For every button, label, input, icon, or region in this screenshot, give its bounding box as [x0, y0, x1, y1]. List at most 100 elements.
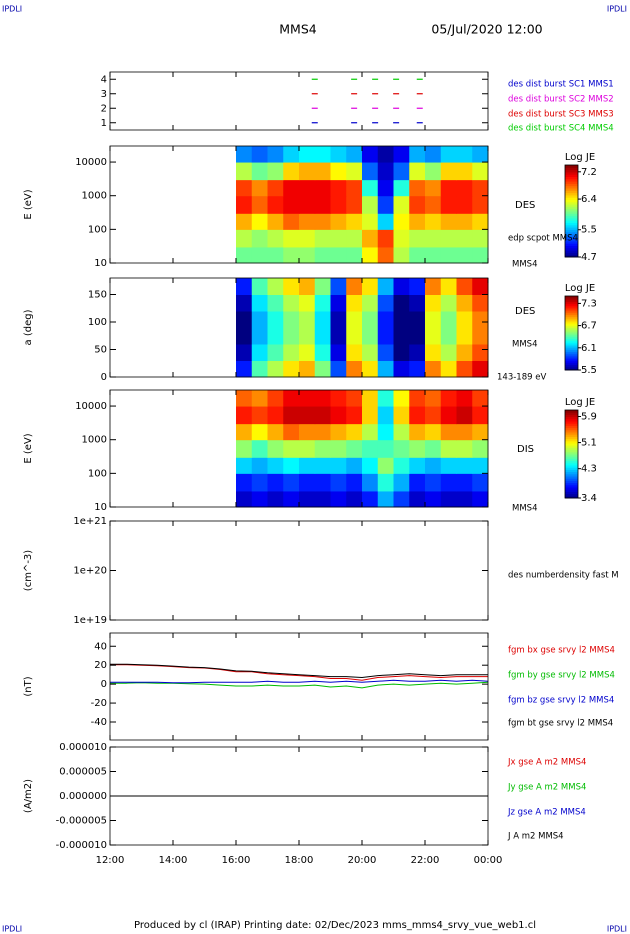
spectrogram-cell	[472, 327, 489, 345]
spectrogram-cell	[283, 406, 300, 425]
spectrogram-cell	[314, 294, 331, 312]
spectrogram-cell	[314, 390, 331, 407]
spectrogram-cell	[456, 311, 473, 328]
spectrogram-cell	[472, 213, 489, 230]
spectrogram-cell	[456, 439, 473, 458]
spectrogram-cell	[425, 311, 442, 328]
spectrogram-cell	[314, 457, 331, 474]
spectrogram-cell	[472, 162, 489, 181]
spectrogram-cell	[377, 311, 394, 328]
spectrogram-cell	[377, 390, 394, 407]
spectrogram-cell	[330, 457, 347, 474]
spectrogram-cell	[362, 229, 379, 248]
spectrogram-cell	[377, 439, 394, 458]
spectrogram-cell	[299, 294, 316, 312]
spectrogram-cell	[409, 278, 426, 295]
colorbar-step	[565, 357, 578, 360]
spectrogram-cell	[409, 327, 426, 345]
spectrogram-cell	[409, 246, 426, 264]
legend-entry: des dist burst SC1 MMS1	[508, 80, 614, 90]
spectrogram-cell	[409, 406, 426, 425]
y-tick-label: 1e+19	[73, 615, 107, 626]
colorbar-step	[565, 438, 578, 442]
spectrogram-cell	[456, 344, 473, 361]
spectrogram-cell	[362, 390, 379, 407]
spectrogram-cell	[251, 457, 268, 474]
colorbar-step	[565, 414, 578, 418]
colorbar-step	[565, 236, 578, 240]
spectrogram-cell	[267, 294, 284, 312]
spectrogram-cell	[409, 439, 426, 458]
spectrogram-cell	[377, 229, 394, 248]
spectrogram-cell	[440, 473, 457, 492]
spectrogram-cell	[299, 390, 316, 407]
spectrogram-cell	[425, 195, 442, 214]
spectrogram-cell	[472, 278, 489, 295]
annotation: DES	[515, 306, 535, 317]
spectrogram-cell	[409, 311, 426, 328]
spectrogram-cell	[456, 490, 473, 508]
spectrogram-cell	[425, 457, 442, 474]
colorbar-step	[565, 491, 578, 495]
spectrogram-cell	[314, 246, 331, 264]
colorbar-step	[565, 254, 578, 258]
colorbar-step	[565, 303, 578, 306]
spectrogram-cell	[440, 490, 457, 508]
spectrogram-cell	[456, 360, 473, 378]
colorbar-step	[565, 204, 578, 207]
spectrogram-cell	[267, 146, 284, 163]
spectrogram-cell	[283, 195, 300, 214]
spectrogram-cell	[393, 344, 410, 361]
spectrogram-cell	[377, 162, 394, 181]
colorbar-step	[565, 201, 578, 205]
spectrogram-cell	[440, 406, 457, 425]
colorbar-title: Log JE	[565, 283, 595, 294]
colorbar-step	[565, 427, 578, 431]
spectrogram-cell	[299, 423, 316, 441]
colorbar-tick-label: 6.4	[581, 194, 597, 205]
colorbar-step	[565, 333, 578, 336]
spectrogram-cell	[314, 311, 331, 328]
colorbar-step	[565, 449, 578, 453]
spectrogram-cell	[440, 162, 457, 181]
spectrogram-cell	[377, 278, 394, 295]
colorbar-step	[565, 351, 578, 354]
spectrogram-cell	[330, 294, 347, 312]
colorbar-title: Log JE	[565, 152, 595, 163]
spectrogram-cell	[267, 229, 284, 248]
spectrogram-cell	[236, 390, 253, 407]
x-tick-label: 20:00	[348, 855, 377, 866]
y-tick-label: 10	[94, 502, 107, 513]
spectrogram-cell	[425, 213, 442, 230]
spectrogram-cell	[393, 327, 410, 345]
y-tick-label: 10000	[75, 401, 107, 412]
legend-entry: Jz gse A m2 MMS4	[507, 808, 586, 818]
spectrogram-cell	[346, 229, 363, 248]
spectrogram-cell	[299, 360, 316, 378]
colorbar-step	[565, 185, 578, 189]
y-tick-label: 1e+21	[73, 516, 107, 527]
colorbar-step	[565, 368, 578, 371]
spectrogram-cell	[283, 439, 300, 458]
spectrogram-cell	[251, 360, 268, 378]
y-tick-label: 10	[94, 258, 107, 269]
spectrogram-cell	[456, 406, 473, 425]
spectrogram-cell	[314, 213, 331, 230]
colorbar-tick-label: 3.4	[581, 493, 597, 504]
spectrogram-cell	[267, 390, 284, 407]
spectrogram-cell	[456, 146, 473, 163]
spectrogram-cell	[330, 390, 347, 407]
spectrogram-cell	[314, 229, 331, 248]
spectrogram-cell	[472, 457, 489, 474]
spectrogram-cell	[299, 179, 316, 197]
spectrogram-cell	[236, 457, 253, 474]
spectrogram-cell	[236, 311, 253, 328]
y-tick-label: -20	[91, 698, 107, 709]
x-tick-label: 18:00	[285, 855, 314, 866]
spectrogram-cell	[346, 278, 363, 295]
spectrogram-cell	[362, 490, 379, 508]
spectrogram-cell	[267, 457, 284, 474]
spectrogram-cell	[346, 311, 363, 328]
colorbar-step	[565, 418, 578, 422]
spectrogram-cell	[251, 278, 268, 295]
